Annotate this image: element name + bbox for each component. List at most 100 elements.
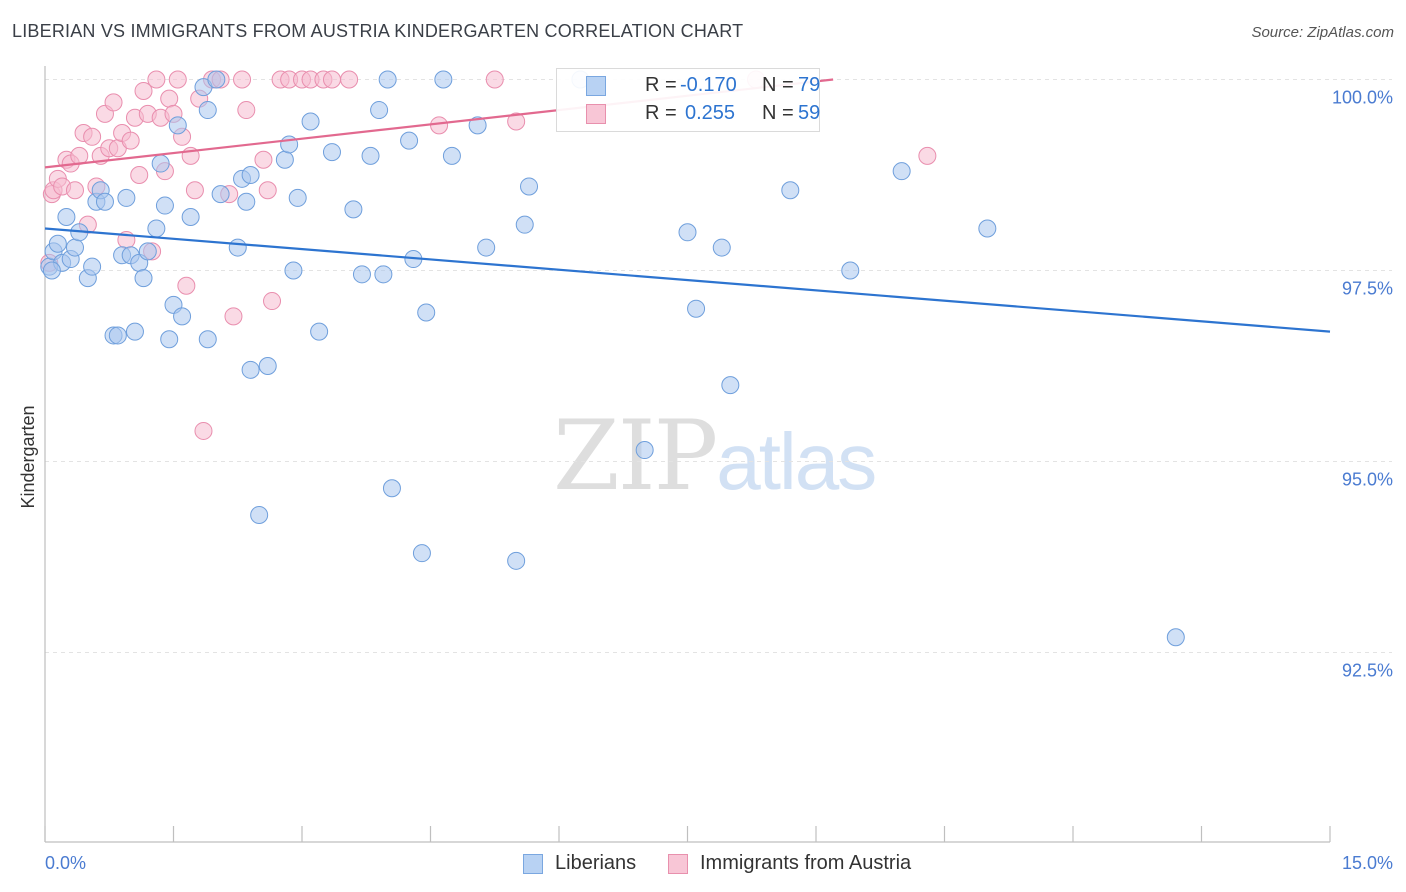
point-liberians — [155, 196, 174, 215]
point-liberians — [108, 326, 127, 345]
point-liberians — [781, 181, 800, 200]
point-austria — [177, 276, 196, 295]
point-liberians — [258, 357, 277, 375]
point-liberians — [228, 238, 247, 257]
point-austria — [322, 70, 341, 89]
y-axis-label: Kindergarten — [18, 405, 38, 508]
point-austria — [507, 112, 526, 131]
point-liberians — [168, 116, 187, 135]
n-label: N = — [762, 102, 794, 124]
r-value-liberians: -0.170 — [680, 74, 737, 96]
point-liberians — [721, 376, 740, 395]
legend-swatch-austria — [668, 854, 688, 874]
point-austria — [430, 116, 449, 135]
y-tick-label: 97.5% — [1342, 279, 1393, 299]
n-label: N = — [762, 74, 794, 96]
legend-label-liberians: Liberians — [555, 852, 637, 874]
point-liberians — [978, 219, 997, 238]
watermark: ZIPatlas — [553, 400, 877, 512]
point-austria — [224, 307, 243, 326]
point-liberians — [687, 299, 706, 318]
point-liberians — [134, 269, 153, 288]
point-liberians — [344, 200, 363, 219]
point-liberians — [48, 234, 67, 253]
r-value-austria: 0.255 — [685, 102, 736, 124]
point-liberians — [442, 146, 461, 165]
point-austria — [65, 181, 84, 200]
point-liberians — [468, 116, 487, 135]
point-liberians — [117, 188, 136, 207]
legend-swatch-pink — [586, 104, 606, 124]
point-liberians — [400, 131, 419, 150]
point-liberians — [301, 112, 320, 131]
point-liberians — [151, 154, 170, 173]
point-liberians — [160, 330, 179, 349]
legend-swatch-liberians — [523, 854, 543, 874]
point-liberians — [515, 215, 534, 234]
point-liberians — [207, 70, 226, 89]
point-liberians — [378, 70, 397, 89]
y-tick-label: 92.5% — [1342, 661, 1393, 681]
point-liberians — [352, 265, 371, 284]
point-liberians — [83, 257, 102, 276]
trendline-liberians — [44, 227, 1331, 333]
point-liberians — [250, 505, 269, 524]
point-austria — [918, 146, 937, 165]
x-tick-label: 15.0% — [1342, 853, 1393, 873]
data-points — [40, 70, 1185, 647]
point-liberians — [65, 238, 84, 257]
point-liberians — [275, 150, 294, 169]
point-austria — [258, 181, 277, 200]
point-liberians — [173, 307, 192, 326]
point-liberians — [138, 242, 157, 261]
point-liberians — [181, 208, 200, 227]
point-liberians — [507, 551, 526, 570]
point-austria — [104, 93, 123, 112]
point-liberians — [370, 101, 389, 120]
tick-labels: 92.5% 95.0% 97.5% 100.0% 0.0% 15.0% — [45, 88, 1393, 874]
n-value-austria: 59 — [798, 102, 821, 124]
point-liberians — [374, 265, 393, 284]
point-liberians — [95, 192, 114, 211]
point-austria — [233, 70, 252, 89]
watermark-zip: ZIP — [553, 400, 718, 512]
y-tick-label: 95.0% — [1342, 470, 1393, 490]
point-austria — [340, 70, 359, 89]
y-tick-label: 100.0% — [1332, 88, 1393, 108]
point-liberians — [211, 185, 230, 204]
point-liberians — [284, 261, 303, 280]
point-liberians — [288, 188, 307, 207]
point-liberians — [42, 261, 61, 280]
point-austria — [168, 70, 187, 89]
point-austria — [160, 89, 179, 108]
legend-swatch-blue — [586, 76, 606, 96]
point-austria — [237, 101, 256, 120]
point-liberians — [417, 303, 436, 322]
n-value-liberians: 79 — [798, 74, 821, 96]
r-label: R = — [645, 102, 677, 124]
point-liberians — [361, 146, 380, 165]
point-liberians — [520, 177, 539, 196]
point-liberians — [147, 219, 166, 238]
point-liberians — [237, 192, 256, 211]
point-liberians — [635, 441, 654, 460]
point-liberians — [1166, 628, 1185, 647]
point-liberians — [198, 330, 217, 349]
point-liberians — [125, 322, 144, 341]
point-liberians — [434, 70, 453, 89]
chart-title: LIBERIAN VS IMMIGRANTS FROM AUSTRIA KIND… — [12, 21, 744, 41]
point-liberians — [322, 143, 341, 162]
point-liberians — [241, 166, 260, 184]
point-austria — [147, 70, 166, 89]
point-austria — [194, 421, 213, 440]
point-liberians — [382, 479, 401, 498]
point-liberians — [892, 162, 911, 181]
point-liberians — [678, 223, 697, 242]
legend-label-austria: Immigrants from Austria — [700, 852, 912, 874]
point-austria — [83, 127, 102, 146]
point-austria — [130, 166, 149, 184]
point-austria — [185, 181, 204, 200]
point-austria — [485, 70, 504, 89]
point-liberians — [412, 544, 431, 563]
r-label: R = — [645, 74, 677, 96]
